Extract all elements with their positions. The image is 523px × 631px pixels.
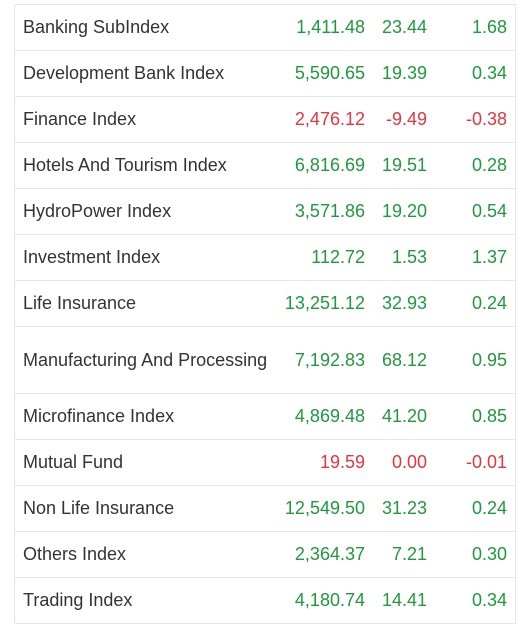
index-name: Mutual Fund xyxy=(23,452,124,472)
index-percent-change: 0.95 xyxy=(471,349,507,370)
index-change: 32.93 xyxy=(381,293,427,313)
table-row[interactable]: Hotels And Tourism Index 6,816.69 19.51 … xyxy=(15,143,515,189)
index-value: 19.59 xyxy=(319,452,365,472)
index-name: Life Insurance xyxy=(23,293,137,313)
table-row[interactable]: Mutual Fund 19.59 0.00 -0.01 xyxy=(15,440,515,486)
index-change: 23.44 xyxy=(381,17,427,37)
index-change: 14.41 xyxy=(381,590,427,610)
index-value: 112.72 xyxy=(311,247,365,267)
index-change: 41.20 xyxy=(381,406,427,426)
index-name: Manufacturing And Processing xyxy=(23,349,268,370)
index-percent-change: 1.68 xyxy=(471,17,507,37)
index-percent-change: -0.01 xyxy=(465,452,507,472)
index-value: 12,549.50 xyxy=(284,498,365,518)
table-row[interactable]: Finance Index 2,476.12 -9.49 -0.38 xyxy=(15,97,515,143)
sub-index-table: Banking SubIndex 1,411.48 23.44 1.68 Dev… xyxy=(14,4,516,624)
table-row[interactable]: Non Life Insurance 12,549.50 31.23 0.24 xyxy=(15,486,515,532)
index-change: 0.00 xyxy=(391,452,427,472)
index-percent-change: 0.30 xyxy=(471,544,507,564)
table-row[interactable]: Banking SubIndex 1,411.48 23.44 1.68 xyxy=(15,5,515,51)
index-value: 1,411.48 xyxy=(296,17,365,37)
index-change: 19.39 xyxy=(381,63,427,83)
index-name: Banking SubIndex xyxy=(23,17,170,37)
table-row[interactable]: Microfinance Index 4,869.48 41.20 0.85 xyxy=(15,394,515,440)
index-value: 4,869.48 xyxy=(294,406,365,426)
index-value: 2,364.37 xyxy=(294,544,365,564)
index-percent-change: 0.85 xyxy=(471,406,507,426)
index-change: 19.51 xyxy=(381,155,427,175)
index-value: 13,251.12 xyxy=(284,293,365,313)
index-value: 7,192.83 xyxy=(294,349,365,370)
table-row[interactable]: Others Index 2,364.37 7.21 0.30 xyxy=(15,532,515,578)
index-value: 2,476.12 xyxy=(294,109,365,129)
index-value: 3,571.86 xyxy=(294,201,365,221)
table-row[interactable]: HydroPower Index 3,571.86 19.20 0.54 xyxy=(15,189,515,235)
index-change: 31.23 xyxy=(381,498,427,518)
index-change: 19.20 xyxy=(381,201,427,221)
index-percent-change: -0.38 xyxy=(465,109,507,129)
index-percent-change: 1.37 xyxy=(471,247,507,267)
index-name: Microfinance Index xyxy=(23,406,175,426)
index-value: 5,590.65 xyxy=(294,63,365,83)
index-percent-change: 0.24 xyxy=(471,498,507,518)
index-change: -9.49 xyxy=(385,109,427,129)
index-name: Investment Index xyxy=(23,247,161,267)
index-change: 1.53 xyxy=(391,247,427,267)
index-change: 68.12 xyxy=(381,349,427,370)
index-percent-change: 0.34 xyxy=(471,63,507,83)
index-percent-change: 0.34 xyxy=(471,590,507,610)
table-row[interactable]: Manufacturing And Processing 7,192.83 68… xyxy=(15,327,515,394)
index-value: 4,180.74 xyxy=(294,590,365,610)
table-row[interactable]: Development Bank Index 5,590.65 19.39 0.… xyxy=(15,51,515,97)
index-name: HydroPower Index xyxy=(23,201,172,221)
table-row[interactable]: Investment Index 112.72 1.53 1.37 xyxy=(15,235,515,281)
index-name: Trading Index xyxy=(23,590,133,610)
index-percent-change: 0.24 xyxy=(471,293,507,313)
index-name: Finance Index xyxy=(23,109,137,129)
table-row[interactable]: Trading Index 4,180.74 14.41 0.34 xyxy=(15,578,515,624)
table-row[interactable]: Life Insurance 13,251.12 32.93 0.24 xyxy=(15,281,515,327)
index-change: 7.21 xyxy=(391,544,427,564)
index-name: Others Index xyxy=(23,544,127,564)
index-name: Development Bank Index xyxy=(23,63,225,83)
index-percent-change: 0.54 xyxy=(471,201,507,221)
index-value: 6,816.69 xyxy=(294,155,365,175)
index-name: Non Life Insurance xyxy=(23,498,175,518)
index-name: Hotels And Tourism Index xyxy=(23,155,227,175)
index-percent-change: 0.28 xyxy=(471,155,507,175)
